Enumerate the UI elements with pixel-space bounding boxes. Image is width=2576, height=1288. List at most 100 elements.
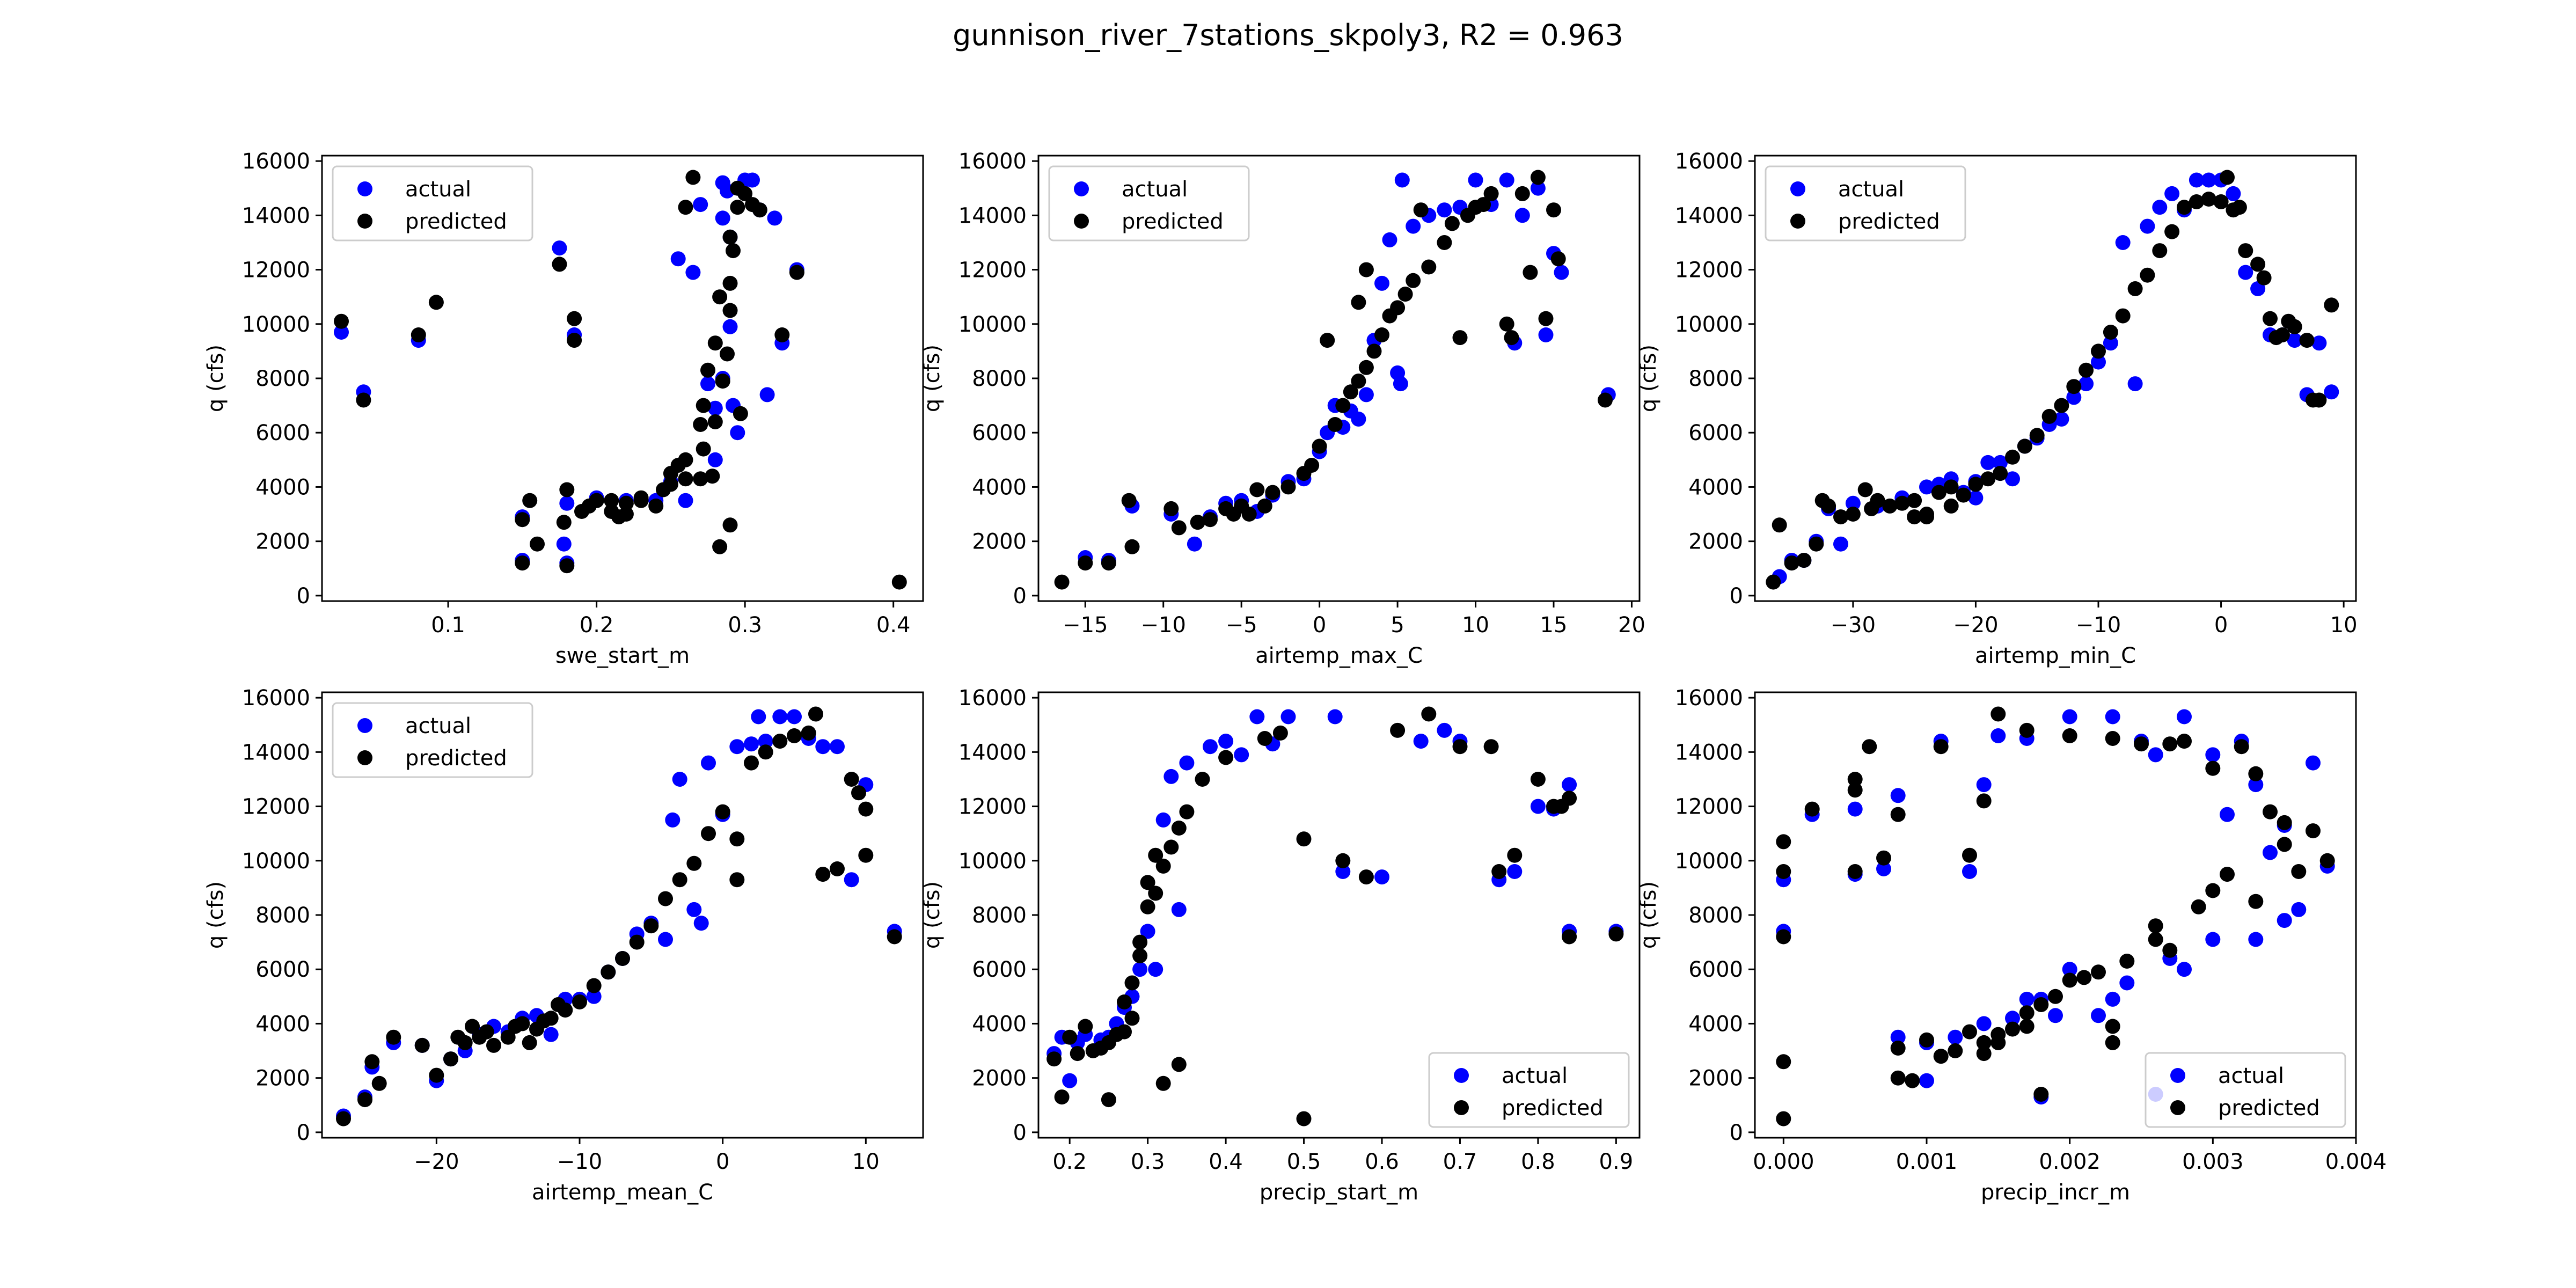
point-actual-16 [1993, 455, 2008, 470]
x-tick-label: 0.3 [1131, 1150, 1165, 1174]
point-predicted-35 [2152, 243, 2168, 259]
x-tick-label: 5 [1391, 613, 1404, 638]
point-predicted-16 [1265, 485, 1280, 500]
point-predicted-22 [1976, 793, 1992, 809]
y-tick-label: 2000 [972, 530, 1027, 554]
points-layer [1766, 170, 2339, 590]
point-predicted-1 [334, 313, 349, 329]
point-predicted-46 [508, 1019, 523, 1034]
point-actual-45 [2306, 755, 2321, 771]
legend-label-actual: actual [2218, 1064, 2284, 1088]
y-tick-label: 14000 [1675, 203, 1743, 228]
point-predicted-39 [722, 303, 738, 318]
point-actual-8 [1890, 1029, 1906, 1045]
point-predicted-9 [1845, 507, 1861, 522]
point-predicted-40 [851, 785, 866, 801]
x-tick-label: 0.3 [728, 613, 762, 638]
y-tick-label: 12000 [242, 795, 310, 819]
point-actual-19 [700, 376, 715, 392]
x-axis-label: airtemp_max_C [1255, 643, 1423, 668]
point-predicted-29 [1421, 706, 1437, 722]
point-predicted-28 [1390, 722, 1406, 738]
point-actual-32 [759, 387, 775, 402]
point-actual-23 [665, 812, 680, 828]
point-predicted-22 [629, 934, 645, 950]
point-predicted-40 [1483, 186, 1499, 201]
point-predicted-8 [1847, 772, 1863, 787]
point-predicted-29 [2033, 1087, 2049, 1102]
y-tick-label: 16000 [242, 686, 310, 711]
y-tick-label: 10000 [1675, 312, 1743, 337]
point-predicted-38 [830, 861, 845, 876]
point-predicted-5 [386, 1029, 401, 1045]
point-actual-44 [2291, 902, 2307, 917]
y-tick-label: 4000 [1688, 475, 1743, 500]
point-predicted-43 [1124, 1011, 1140, 1026]
point-actual-24 [2091, 354, 2106, 370]
point-predicted-6 [515, 512, 530, 528]
y-tick-label: 2000 [972, 1066, 1027, 1091]
y-tick-label: 12000 [958, 258, 1027, 283]
point-predicted-61 [2019, 1019, 2035, 1034]
point-predicted-13 [567, 311, 582, 326]
point-predicted-41 [858, 801, 874, 817]
point-predicted-28 [2066, 379, 2082, 394]
point-predicted-53 [633, 490, 649, 506]
point-actual-22 [2066, 390, 2082, 405]
x-axis-label: precip_start_m [1260, 1180, 1418, 1205]
point-predicted-42 [858, 847, 874, 863]
x-tick-label: 0.6 [1365, 1150, 1399, 1174]
y-axis-label: q (cfs) [203, 345, 228, 412]
point-actual-36 [830, 739, 845, 755]
point-predicted-36 [2164, 224, 2180, 239]
point-actual-17 [1179, 755, 1195, 771]
x-tick-label: 0 [716, 1150, 729, 1174]
point-actual-24 [2062, 962, 2077, 977]
legend-label-actual: actual [405, 177, 471, 202]
point-actual-15 [670, 251, 686, 267]
point-predicted-24 [2017, 438, 2032, 454]
y-tick-label: 12000 [958, 795, 1027, 819]
point-predicted-14 [1148, 885, 1163, 901]
point-predicted-23 [2005, 449, 2020, 465]
point-predicted-4 [1796, 553, 1812, 568]
point-actual-40 [2248, 777, 2264, 793]
legend-box [1428, 1052, 1630, 1128]
point-predicted-21 [1320, 333, 1335, 348]
point-actual-12 [1948, 1029, 1963, 1045]
point-actual-28 [2140, 218, 2155, 234]
point-actual-18 [693, 197, 708, 213]
point-predicted-35 [801, 725, 816, 741]
legend-box [332, 165, 533, 241]
point-predicted-12 [1890, 807, 1906, 822]
point-actual-17 [2005, 471, 2020, 487]
x-tick-label: −10 [557, 1150, 602, 1174]
point-predicted-45 [1140, 875, 1155, 890]
point-actual-37 [844, 872, 859, 888]
point-predicted-29 [2079, 362, 2094, 378]
y-tick-label: 6000 [972, 421, 1027, 445]
point-predicted-57 [2306, 823, 2321, 839]
point-predicted-4 [1776, 864, 1791, 879]
point-actual-18 [2019, 991, 2035, 1007]
point-predicted-14 [1894, 495, 1910, 511]
point-actual-19 [1218, 734, 1234, 749]
point-predicted-34 [787, 728, 802, 743]
point-predicted-36 [1452, 330, 1468, 346]
legend: actual predicted [332, 165, 533, 241]
y-tick-label: 8000 [255, 367, 310, 391]
point-predicted-6 [1163, 501, 1179, 516]
point-predicted-34 [2140, 267, 2155, 283]
point-predicted-48 [789, 265, 804, 280]
x-tick-label: 0 [2214, 613, 2228, 638]
point-predicted-1 [1046, 1051, 1062, 1067]
point-predicted-15 [1155, 858, 1171, 874]
legend-label-predicted: predicted [1838, 209, 1940, 234]
point-predicted-6 [414, 1037, 430, 1053]
point-predicted-48 [536, 1013, 552, 1029]
point-actual-25 [2091, 1008, 2106, 1023]
point-predicted-57 [1907, 509, 1922, 525]
x-tick-label: −30 [1831, 613, 1876, 638]
y-tick-label: 6000 [972, 957, 1027, 982]
point-actual-25 [686, 902, 702, 917]
